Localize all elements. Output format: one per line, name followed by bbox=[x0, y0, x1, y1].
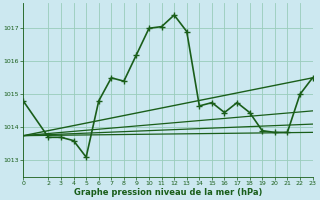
X-axis label: Graphe pression niveau de la mer (hPa): Graphe pression niveau de la mer (hPa) bbox=[74, 188, 262, 197]
